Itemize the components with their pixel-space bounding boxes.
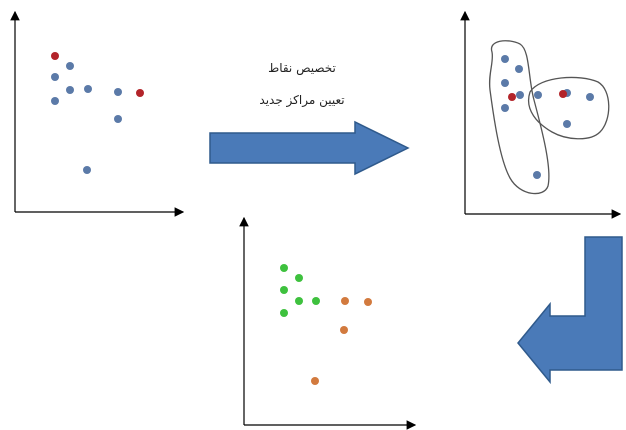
data-point xyxy=(534,91,542,99)
data-point xyxy=(51,97,59,105)
panel-assigned xyxy=(460,10,622,219)
orange-cluster-point xyxy=(341,297,349,305)
data-point xyxy=(516,91,524,99)
data-point xyxy=(533,171,541,179)
centroid xyxy=(508,93,516,101)
centroid xyxy=(136,89,144,97)
green-cluster-point xyxy=(280,286,288,294)
orange-cluster-point xyxy=(340,326,348,334)
right-arrow xyxy=(209,120,410,176)
data-point xyxy=(501,55,509,63)
green-cluster-point xyxy=(295,297,303,305)
step-label-update: تعیین مراکز جدید xyxy=(259,93,345,107)
panel-initial xyxy=(10,10,185,217)
green-cluster-point xyxy=(312,297,320,305)
cluster-outline-left xyxy=(488,40,550,195)
data-point xyxy=(83,166,91,174)
step-label-assign: تخصیص نقاط xyxy=(268,61,336,75)
orange-cluster-point xyxy=(311,377,319,385)
data-point xyxy=(563,120,571,128)
centroid xyxy=(51,52,59,60)
data-point xyxy=(84,85,92,93)
green-cluster-point xyxy=(295,274,303,282)
data-point xyxy=(501,79,509,87)
orange-cluster-point xyxy=(364,298,372,306)
data-point xyxy=(586,93,594,101)
cluster-outline-right xyxy=(527,76,610,140)
centroid xyxy=(559,90,567,98)
data-point xyxy=(515,65,523,73)
data-point xyxy=(114,88,122,96)
data-point xyxy=(114,115,122,123)
green-cluster-point xyxy=(280,309,288,317)
data-point xyxy=(501,104,509,112)
data-point xyxy=(66,62,74,70)
data-point xyxy=(66,86,74,94)
green-cluster-point xyxy=(280,264,288,272)
down-left-arrow xyxy=(517,236,623,385)
data-point xyxy=(51,73,59,81)
panel-result xyxy=(239,216,417,430)
